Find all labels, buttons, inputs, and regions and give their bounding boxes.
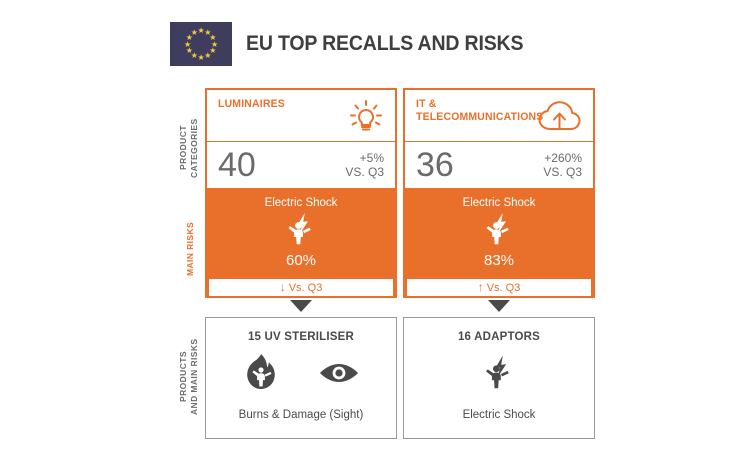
product-caption: Burns & Damage (Sight) — [238, 409, 364, 421]
category-card[interactable]: IT & TELECOMMUNICATIONS 36 +260% VS. Q3 … — [403, 88, 595, 298]
category-stats: 40 +5% VS. Q3 — [207, 142, 395, 190]
product-title: 15 UV STERILISER — [247, 331, 355, 343]
recall-delta-period: VS. Q3 — [345, 165, 384, 179]
main-risk-name: Electric Shock — [462, 197, 536, 209]
category-column-luminaires: LUMINAIRES — [205, 88, 397, 439]
arrow-up-icon: ↑ — [477, 280, 484, 294]
product-card[interactable]: 16 ADAPTORS Electric Shock — [403, 317, 595, 439]
axis-label-main-risks: MAIN RISKS — [185, 221, 195, 277]
category-header: IT & TELECOMMUNICATIONS — [405, 90, 593, 142]
category-header: LUMINAIRES — [207, 90, 395, 142]
electric-shock-icon — [405, 213, 593, 250]
main-risk-comparison: ↑ Vs. Q3 — [405, 277, 593, 298]
electric-shock-icon — [207, 213, 395, 250]
product-card[interactable]: 15 UV STERILISER — [205, 317, 397, 439]
triangle-down-icon — [488, 300, 510, 312]
main-risk-band: Electric Shock 60% — [207, 190, 395, 277]
product-icons — [242, 353, 360, 398]
category-column-it-telecommunications: IT & TELECOMMUNICATIONS 36 +260% VS. Q3 … — [403, 88, 595, 439]
eu-star-icon: ★ — [211, 39, 219, 49]
axis-label-products-and-main-risks: PRODUCTS AND MAIN RISKS — [178, 338, 199, 416]
eu-star-icon: ★ — [204, 27, 212, 37]
eu-star-icon: ★ — [197, 53, 205, 62]
eu-flag-icon: ★ ★ ★ ★ ★ ★ ★ ★ ★ ★ ★ ★ — [170, 22, 232, 66]
eu-star-icon: ★ — [185, 32, 193, 42]
main-risk-percent: 83% — [483, 252, 515, 269]
eu-star-icon: ★ — [209, 46, 217, 56]
main-risk-compare-label: Vs. Q3 — [486, 281, 521, 294]
main-risk-name: Electric Shock — [264, 197, 338, 209]
electric-shock-icon — [481, 352, 517, 399]
category-stats: 36 +260% VS. Q3 — [405, 142, 593, 190]
recall-delta: +5% VS. Q3 — [345, 151, 384, 179]
eu-star-icon: ★ — [204, 51, 212, 61]
recall-delta-value: +5% — [359, 151, 384, 165]
lightbulb-icon — [347, 99, 385, 140]
category-name: LUMINAIRES — [218, 98, 285, 110]
eu-star-icon: ★ — [197, 26, 205, 35]
page-header: ★ ★ ★ ★ ★ ★ ★ ★ ★ ★ ★ ★ EU TOP RECALLS AND RISKS — [170, 22, 544, 66]
eye-icon — [318, 360, 360, 391]
eu-star-icon: ★ — [190, 51, 198, 61]
cloud-upload-icon — [537, 99, 583, 138]
eu-star-icon: ★ — [190, 27, 198, 37]
product-title: 16 ADAPTORS — [457, 331, 541, 343]
page-title: EU TOP RECALLS AND RISKS — [246, 32, 524, 55]
burn-flame-icon — [242, 353, 280, 398]
axis-label-product-categories: PRODUCT CATEGORIES — [178, 118, 199, 178]
recall-delta-value: +260% — [544, 151, 582, 165]
recall-count: 36 — [416, 146, 454, 184]
main-risk-percent: 60% — [285, 252, 317, 269]
eu-star-icon: ★ — [184, 39, 192, 49]
arrow-down-icon: ↓ — [279, 280, 286, 294]
main-risk-compare-label: Vs. Q3 — [288, 281, 323, 294]
recall-delta: +260% VS. Q3 — [543, 151, 582, 179]
recall-delta-period: VS. Q3 — [543, 165, 582, 179]
recall-count: 40 — [218, 146, 256, 184]
product-caption: Electric Shock — [462, 409, 536, 421]
connector-arrow — [403, 298, 595, 317]
main-risk-comparison: ↓ Vs. Q3 — [207, 277, 395, 298]
connector-arrow — [205, 298, 397, 317]
eu-star-icon: ★ — [209, 32, 217, 42]
main-risk-band: Electric Shock 83% — [405, 190, 593, 277]
product-icons — [481, 354, 517, 396]
category-name: IT & TELECOMMUNICATIONS — [416, 98, 544, 123]
eu-star-icon: ★ — [185, 46, 193, 56]
triangle-down-icon — [290, 300, 312, 312]
category-card[interactable]: LUMINAIRES — [205, 88, 397, 298]
